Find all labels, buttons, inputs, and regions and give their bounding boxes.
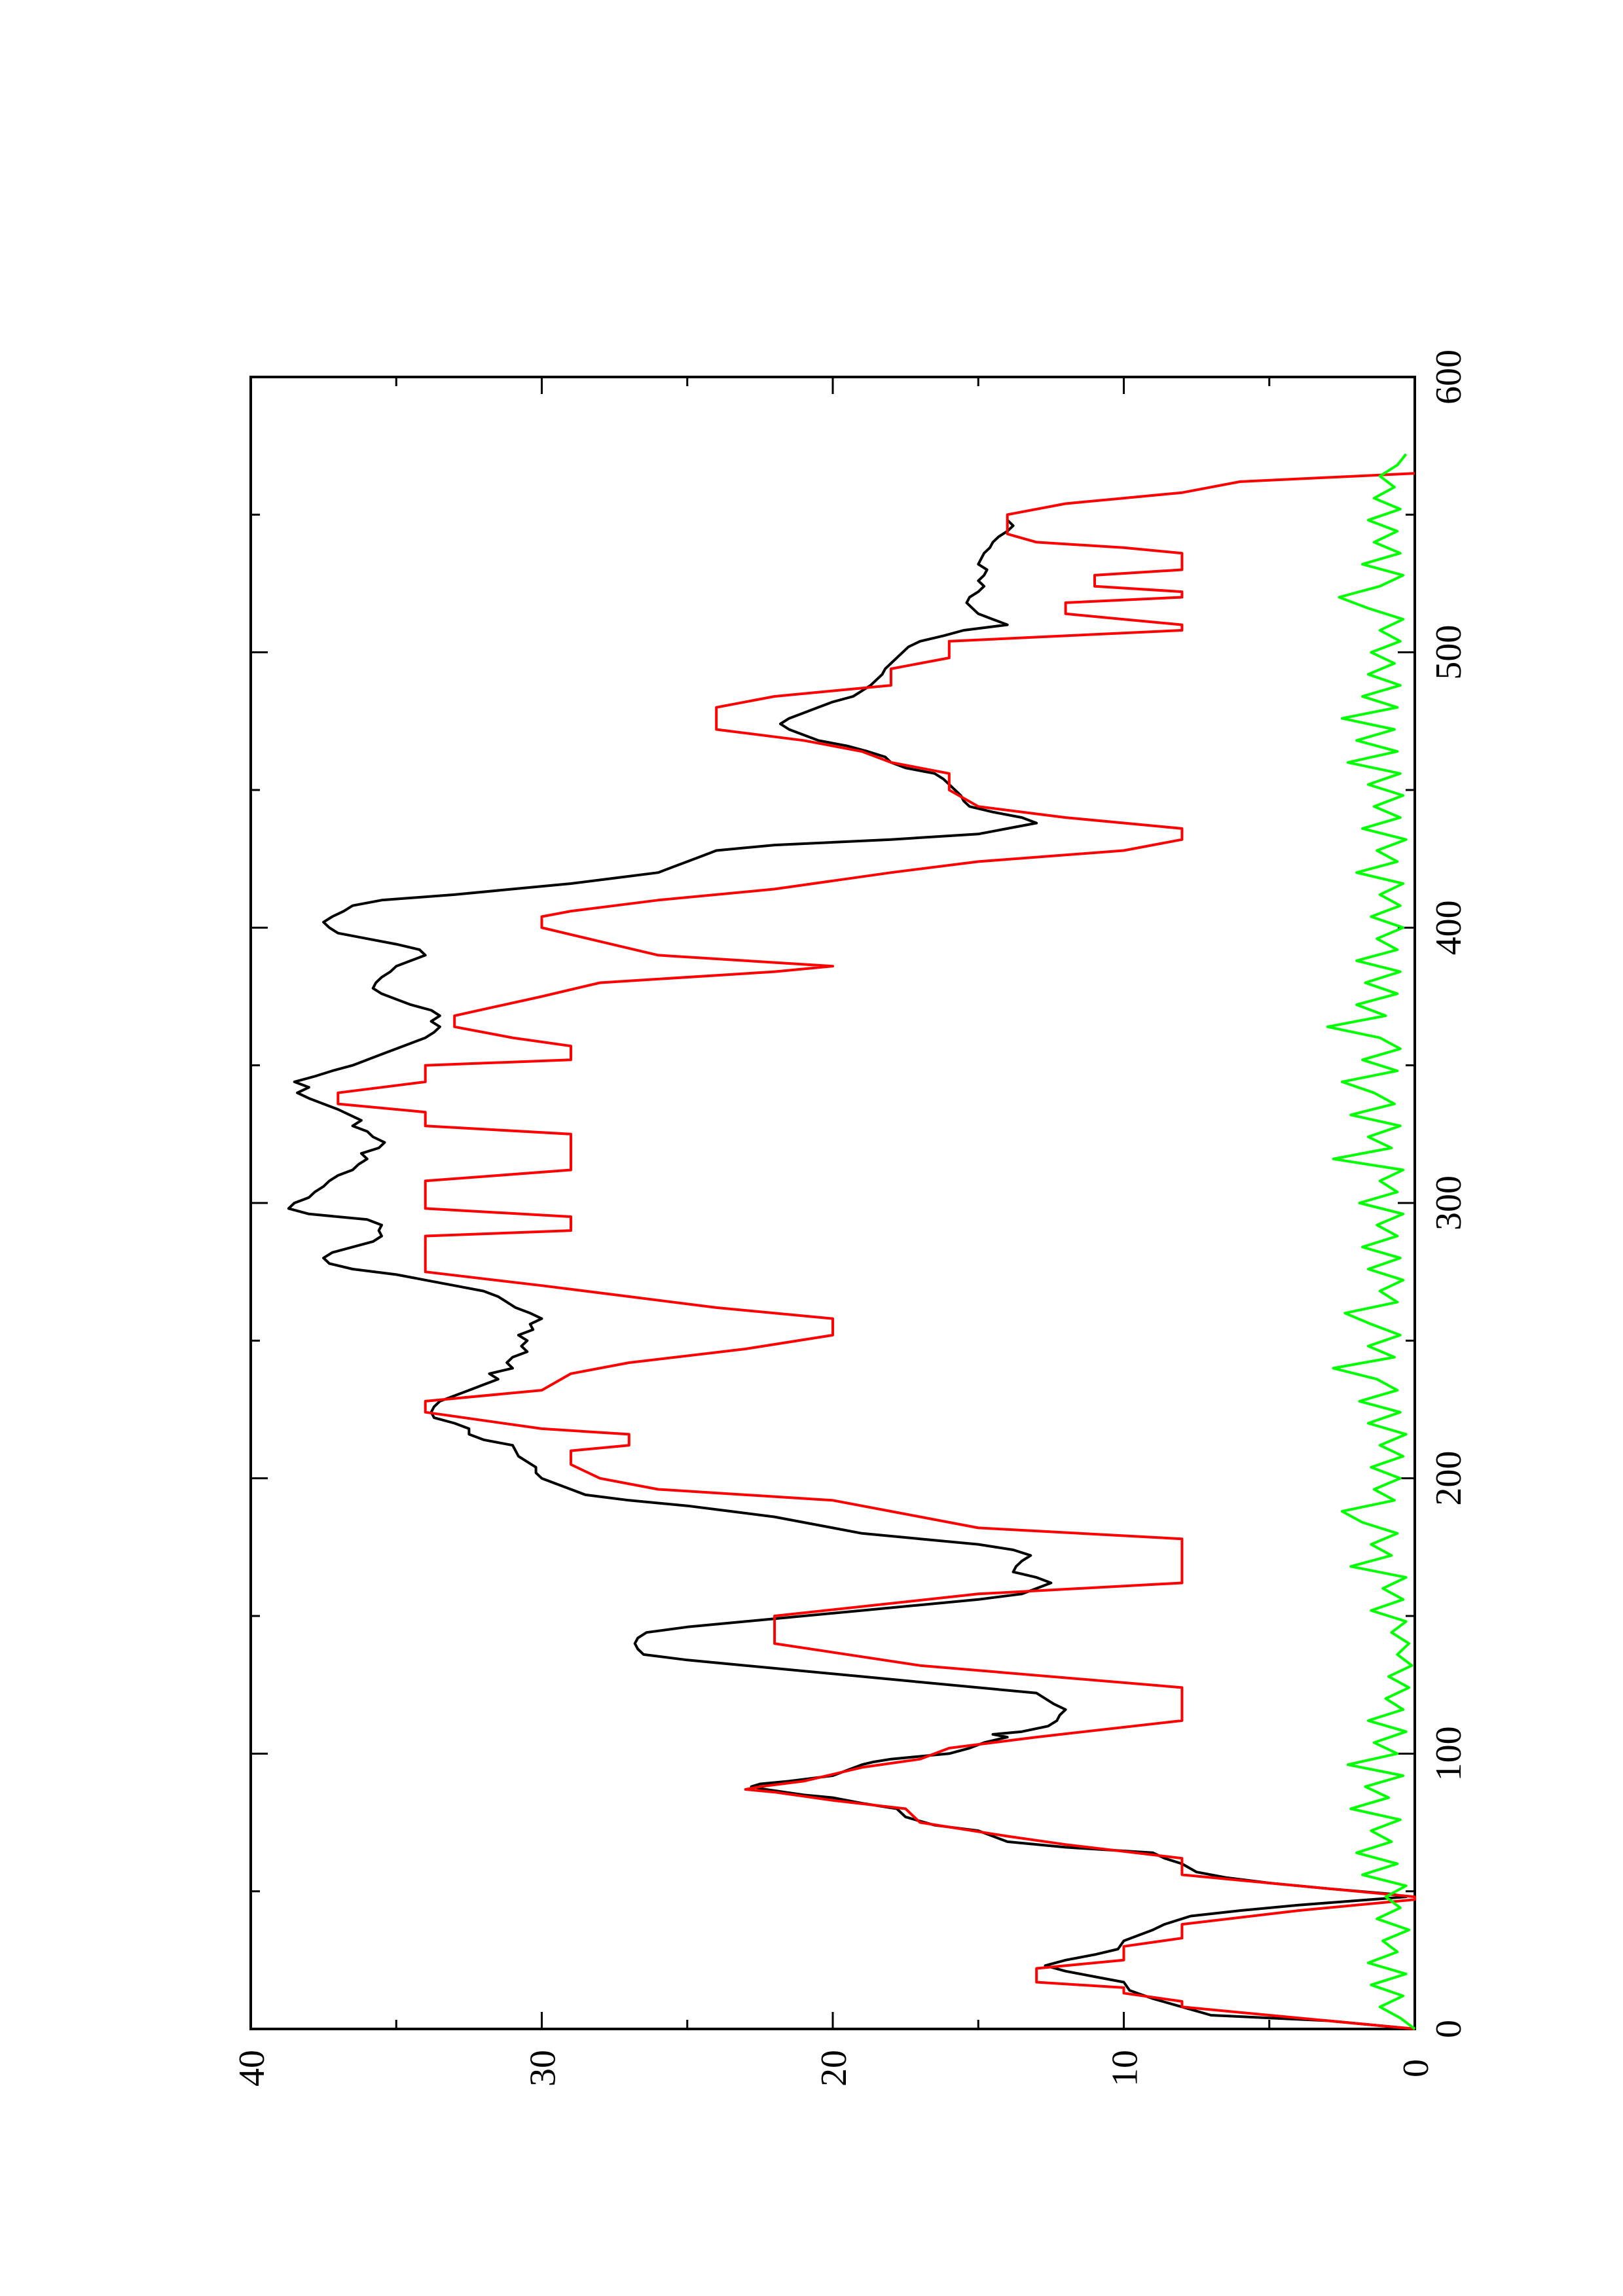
x-tick-label: 600 bbox=[1429, 350, 1469, 404]
x-tick-label: 400 bbox=[1429, 900, 1469, 955]
x-tick-label: 200 bbox=[1429, 1451, 1469, 1506]
x-tick-label: 500 bbox=[1429, 625, 1469, 680]
y-tick-label: 10 bbox=[1105, 2050, 1146, 2087]
y-tick-label: 0 bbox=[1396, 2059, 1436, 2077]
y-tick-label: 30 bbox=[523, 2050, 564, 2087]
series-red-line bbox=[337, 472, 1416, 2030]
x-tick-label: 0 bbox=[1429, 2020, 1469, 2038]
series-green-line bbox=[1326, 453, 1416, 2030]
x-tick-label: 100 bbox=[1429, 1726, 1469, 1781]
x-tick-label: 300 bbox=[1429, 1175, 1469, 1230]
tick-labels: 0 100 200 300 400 500 600 0 10 20 30 40 bbox=[232, 350, 1469, 2087]
tick-marks bbox=[249, 376, 1416, 2030]
series-group bbox=[287, 453, 1416, 2030]
y-tick-label: 40 bbox=[232, 2050, 272, 2087]
y-tick-label: 20 bbox=[814, 2050, 854, 2087]
